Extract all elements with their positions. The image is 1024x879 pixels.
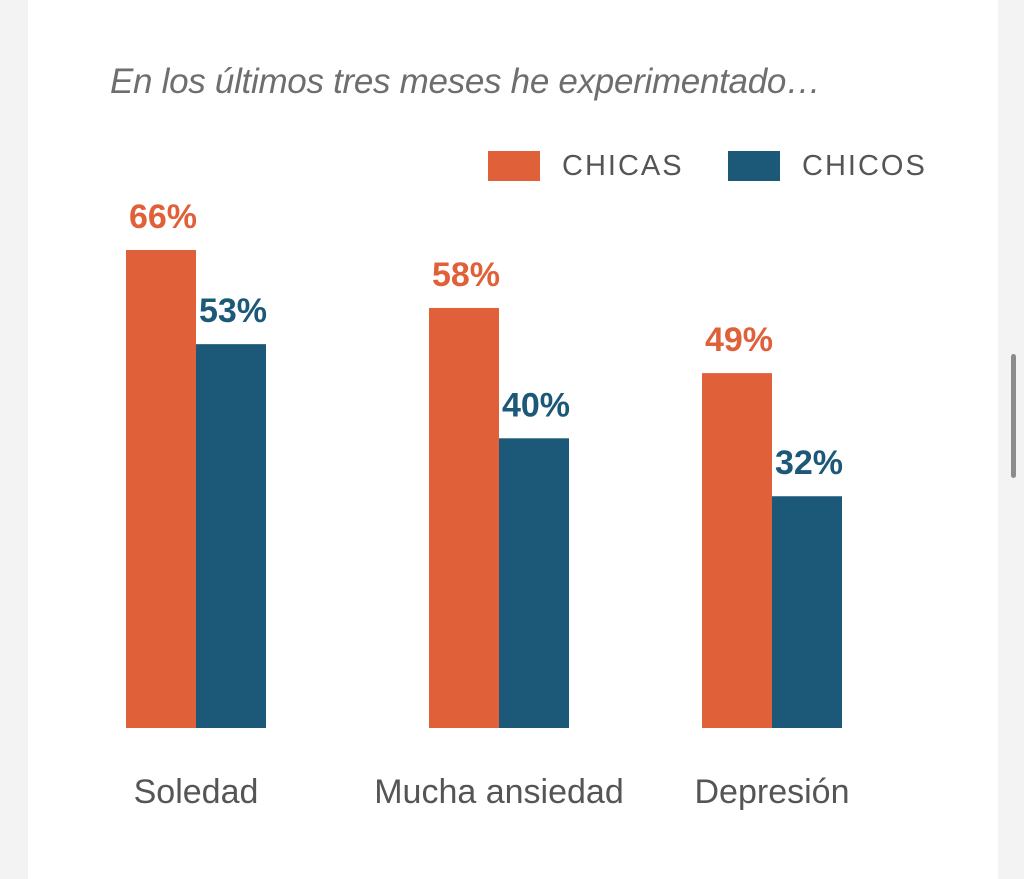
chart-title: En los últimos tres meses he experimenta…: [110, 62, 821, 101]
data-label-chicos-3: 32%: [775, 444, 843, 482]
legend-item-chicos: CHICOS: [728, 148, 927, 184]
scrollbar[interactable]: [1011, 354, 1016, 478]
bar-chicos-3: [772, 496, 842, 728]
x-tick-label-3: Depresión: [695, 773, 850, 811]
bar-chicos-2: [499, 438, 569, 728]
legend-label-chicos: CHICOS: [802, 149, 927, 182]
data-label-chicas-3: 49%: [705, 321, 773, 359]
data-label-chicas-1: 66%: [129, 198, 197, 236]
legend-swatch-chicos: [728, 151, 780, 181]
legend-label-chicas: CHICAS: [562, 149, 684, 182]
data-label-chicas-2: 58%: [432, 256, 500, 294]
data-label-chicos-2: 40%: [502, 386, 570, 424]
legend-item-chicas: CHICAS: [488, 148, 684, 184]
x-tick-label-2: Mucha ansiedad: [374, 773, 624, 811]
bar-chicas-3: [702, 373, 772, 728]
bar-chicas-2: [429, 307, 499, 728]
legend-swatch-chicas: [488, 151, 540, 181]
bar-chicos-1: [196, 344, 266, 728]
x-tick-label-1: Soledad: [134, 773, 259, 811]
data-label-chicos-1: 53%: [199, 292, 267, 330]
bar-chicas-1: [126, 250, 196, 728]
